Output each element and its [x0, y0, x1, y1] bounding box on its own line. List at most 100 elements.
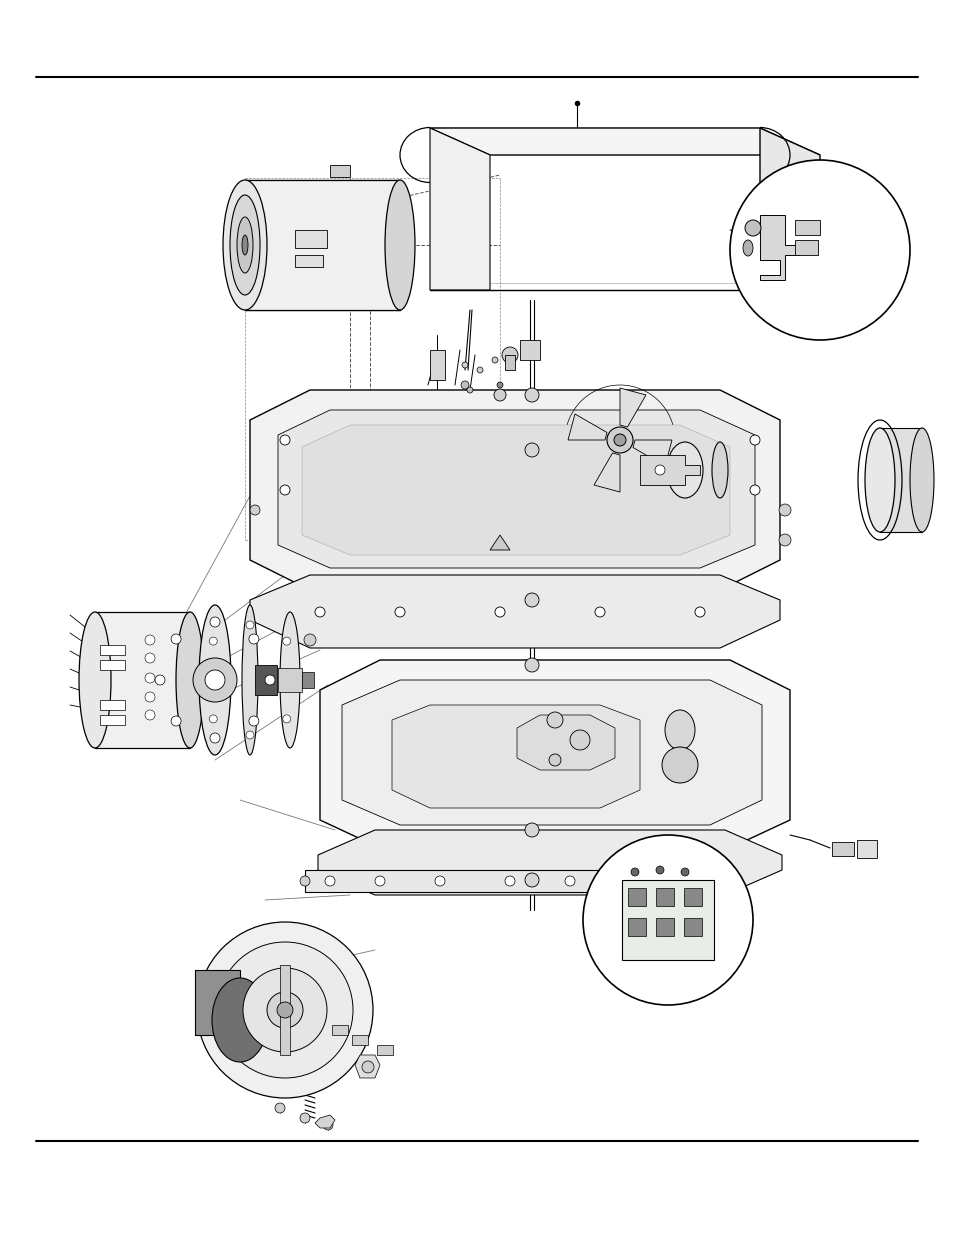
Circle shape	[304, 634, 315, 646]
Bar	[683, 918, 701, 936]
Circle shape	[624, 876, 635, 885]
Circle shape	[548, 755, 560, 766]
Circle shape	[249, 634, 258, 643]
Circle shape	[280, 435, 290, 445]
Ellipse shape	[742, 240, 752, 256]
Circle shape	[495, 606, 504, 618]
Polygon shape	[639, 454, 700, 485]
Circle shape	[205, 671, 225, 690]
Circle shape	[265, 676, 274, 685]
Bar	[332, 1025, 348, 1035]
Polygon shape	[794, 220, 820, 235]
Circle shape	[210, 618, 220, 627]
Polygon shape	[879, 429, 921, 532]
Polygon shape	[430, 128, 490, 290]
Ellipse shape	[242, 235, 248, 254]
Ellipse shape	[280, 613, 299, 748]
Bar	[100, 659, 125, 671]
Circle shape	[395, 606, 405, 618]
Circle shape	[504, 876, 515, 885]
Polygon shape	[392, 705, 639, 808]
Ellipse shape	[666, 442, 702, 498]
Circle shape	[606, 427, 633, 453]
Polygon shape	[355, 1055, 379, 1078]
Bar	[277, 668, 302, 692]
Circle shape	[460, 382, 469, 389]
Circle shape	[695, 606, 704, 618]
Polygon shape	[517, 715, 615, 769]
Circle shape	[582, 835, 752, 1005]
Bar	[656, 888, 673, 906]
Polygon shape	[250, 390, 780, 590]
Circle shape	[524, 443, 538, 457]
Polygon shape	[250, 576, 780, 648]
Bar	[280, 965, 290, 1055]
Circle shape	[154, 676, 165, 685]
Ellipse shape	[864, 429, 894, 532]
Circle shape	[196, 923, 373, 1098]
Polygon shape	[567, 414, 606, 440]
Bar	[100, 700, 125, 710]
Ellipse shape	[175, 613, 204, 748]
Circle shape	[749, 435, 760, 445]
Circle shape	[145, 692, 154, 701]
Circle shape	[524, 873, 538, 887]
Circle shape	[497, 382, 502, 388]
Bar	[100, 715, 125, 725]
Circle shape	[299, 1113, 310, 1123]
Circle shape	[749, 485, 760, 495]
Circle shape	[494, 389, 505, 401]
Polygon shape	[430, 350, 444, 380]
Circle shape	[210, 734, 220, 743]
Circle shape	[492, 357, 497, 363]
Circle shape	[193, 658, 236, 701]
Polygon shape	[277, 410, 754, 568]
Circle shape	[569, 730, 589, 750]
Bar	[302, 672, 314, 688]
Polygon shape	[504, 354, 515, 370]
Polygon shape	[619, 388, 645, 427]
Circle shape	[246, 621, 253, 629]
Circle shape	[435, 876, 444, 885]
Circle shape	[729, 161, 909, 340]
Circle shape	[282, 637, 291, 645]
Circle shape	[297, 676, 306, 684]
Circle shape	[323, 1120, 333, 1130]
Bar	[856, 840, 876, 858]
Circle shape	[274, 1103, 285, 1113]
Circle shape	[250, 505, 260, 515]
Bar	[352, 1035, 368, 1045]
Polygon shape	[760, 128, 820, 290]
Polygon shape	[684, 442, 720, 498]
Polygon shape	[594, 453, 619, 492]
Circle shape	[209, 637, 217, 645]
Bar	[100, 645, 125, 655]
Ellipse shape	[664, 710, 695, 750]
Bar	[621, 881, 713, 960]
Circle shape	[779, 504, 790, 516]
Polygon shape	[245, 180, 399, 310]
Bar	[330, 165, 350, 177]
Circle shape	[614, 433, 625, 446]
Circle shape	[779, 534, 790, 546]
Circle shape	[564, 876, 575, 885]
Bar	[831, 842, 853, 856]
Ellipse shape	[711, 442, 727, 498]
Circle shape	[461, 362, 468, 368]
Polygon shape	[789, 200, 804, 225]
Circle shape	[280, 485, 290, 495]
Ellipse shape	[661, 747, 698, 783]
Circle shape	[193, 676, 202, 684]
Circle shape	[267, 992, 303, 1028]
Circle shape	[171, 634, 181, 643]
Bar	[627, 918, 645, 936]
Circle shape	[325, 876, 335, 885]
Circle shape	[171, 716, 181, 726]
Ellipse shape	[242, 605, 257, 755]
Circle shape	[145, 653, 154, 663]
Polygon shape	[430, 128, 820, 156]
Circle shape	[246, 731, 253, 739]
Polygon shape	[319, 659, 789, 848]
Circle shape	[145, 673, 154, 683]
Ellipse shape	[212, 978, 268, 1062]
